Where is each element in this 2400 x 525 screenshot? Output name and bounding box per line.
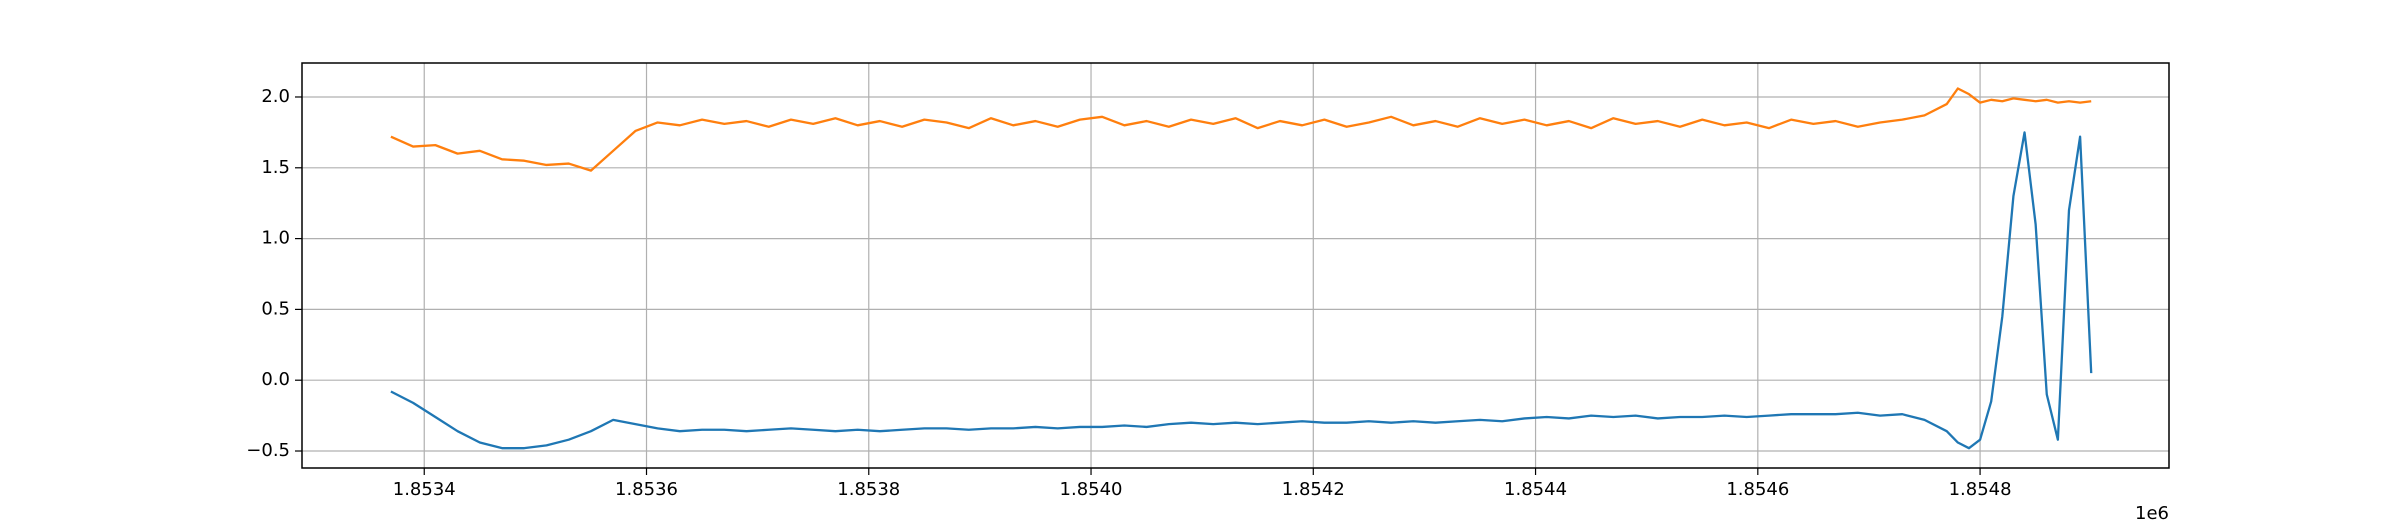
y-tick-label: −0.5 [246, 440, 290, 461]
x-tick-label: 1.8548 [1949, 479, 2012, 500]
x-tick-label: 1.8544 [1504, 479, 1567, 500]
grid [302, 63, 2169, 468]
data-line [390, 87, 2092, 172]
y-tick-label: 2.0 [261, 86, 290, 107]
x-tick-label: 1.8534 [393, 479, 456, 500]
x-tick-label: 1.8536 [615, 479, 678, 500]
plot-area [390, 87, 2093, 450]
y-tick-label: 0.5 [261, 298, 290, 319]
y-tick-label: 0.0 [261, 369, 290, 390]
x-offset-label: 1e6 [2135, 503, 2169, 524]
y-tick-label: 1.5 [261, 157, 290, 178]
x-tick-label: 1.8540 [1060, 479, 1123, 500]
data-line [390, 131, 2093, 450]
axes-frame [301, 62, 2170, 469]
x-tick-label: 1.8538 [837, 479, 900, 500]
x-tick-label: 1.8546 [1726, 479, 1789, 500]
x-tick-label: 1.8542 [1282, 479, 1345, 500]
y-tick-label: 1.0 [261, 228, 290, 249]
